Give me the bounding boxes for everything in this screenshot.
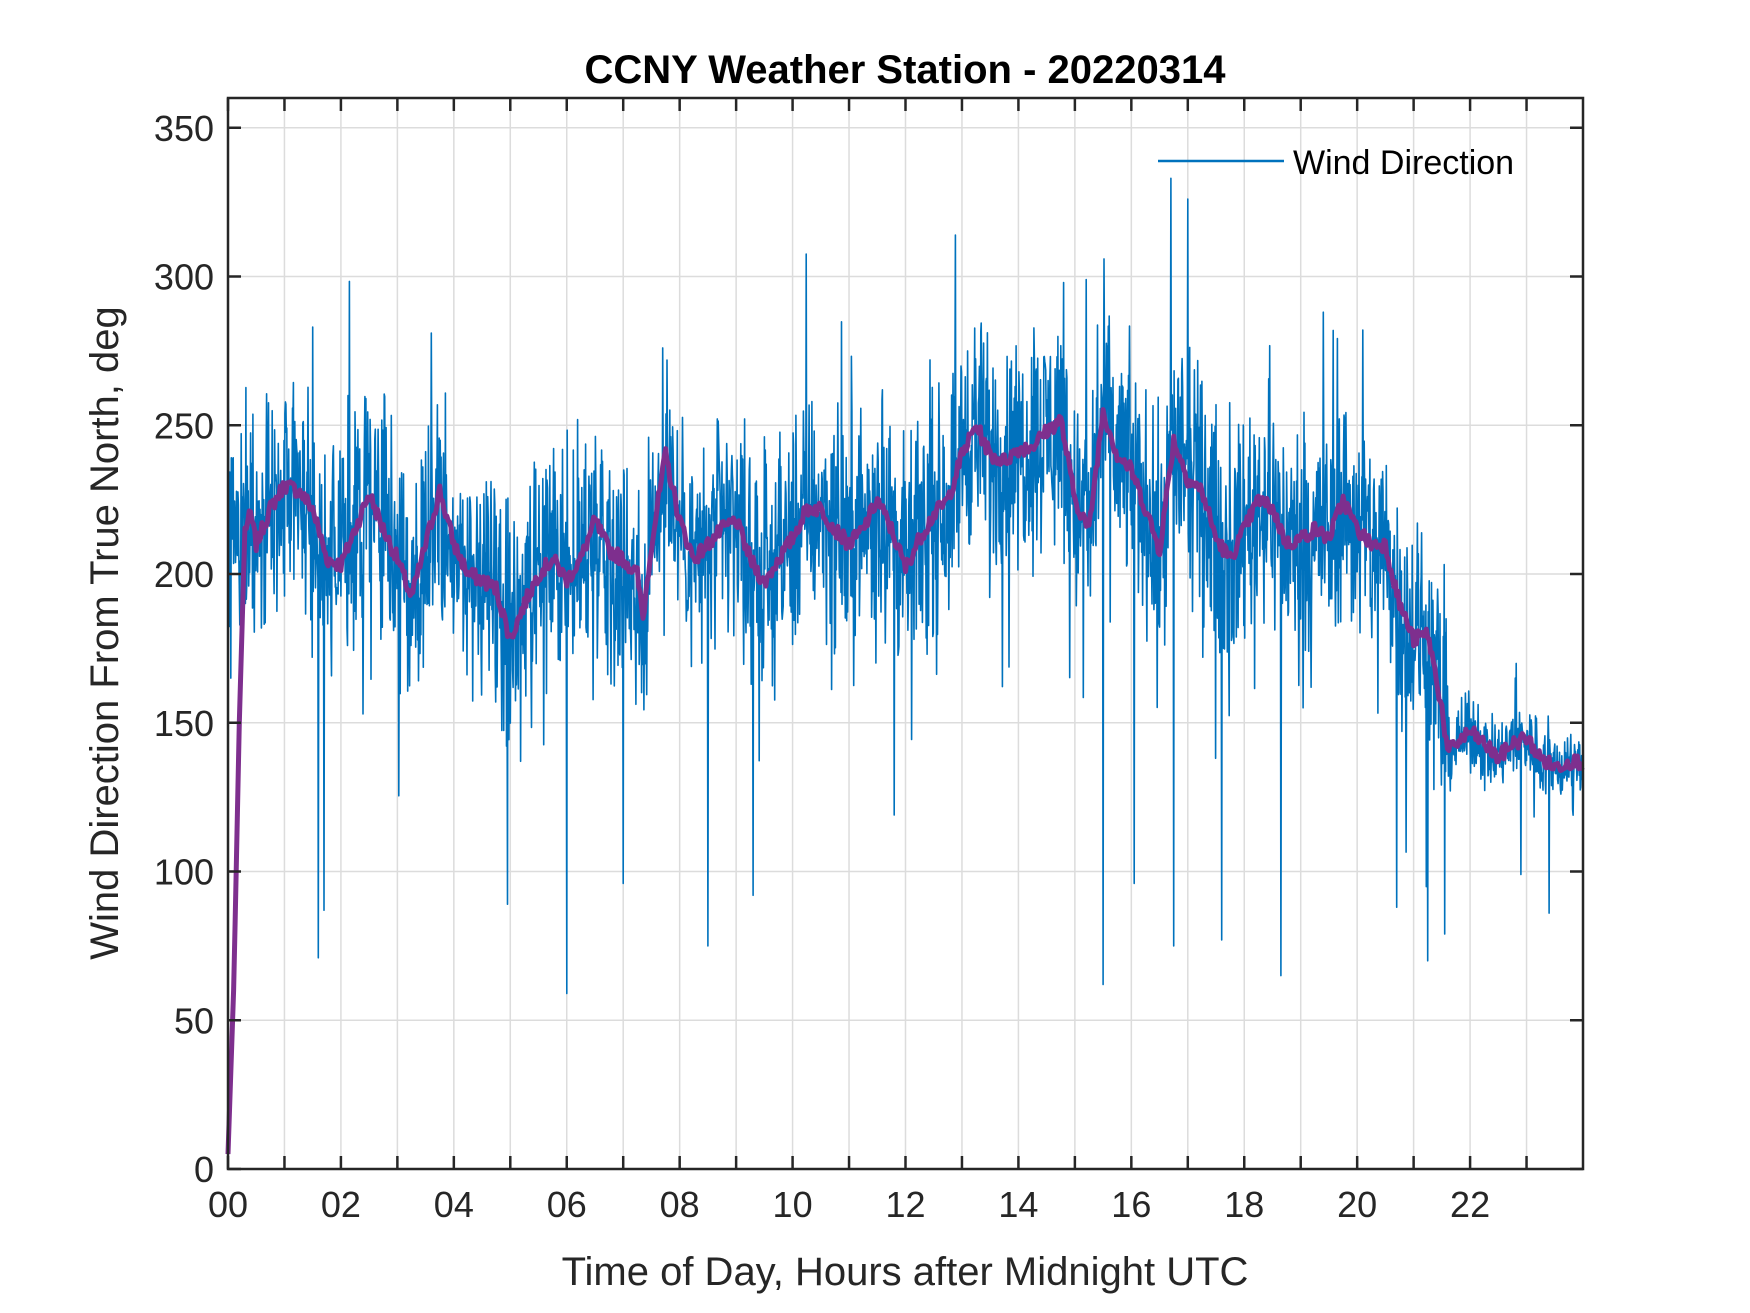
raw-series-wind-direction [227,177,1584,995]
x-tick-label: 18 [1224,1184,1264,1225]
legend-label-wind-direction: Wind Direction [1293,144,1514,182]
y-tick-label: 200 [154,554,214,595]
axes-box [226,96,1585,1171]
y-tick-label: 350 [154,108,214,149]
smoothed-series [225,407,1585,1155]
y-tick-label: 100 [154,852,214,893]
series-line-wind-direction [227,177,1584,995]
x-axis-label: Time of Day, Hours after Midnight UTC [562,1250,1249,1294]
y-axis-label: Wind Direction From True North, deg [83,306,127,960]
y-tick-label: 0 [194,1149,214,1190]
legend: Wind Direction [1158,144,1514,182]
axis-ticks [226,98,1583,1171]
x-tick-label: 10 [773,1184,813,1225]
x-tick-label: 14 [998,1184,1038,1225]
x-tick-label: 12 [885,1184,925,1225]
y-tick-label: 50 [174,1000,214,1041]
series-line-smoothed [225,407,1585,1155]
x-tick-labels: 00 02 04 06 08 10 12 14 16 18 20 22 [208,1184,1490,1225]
y-tick-label: 250 [154,405,214,446]
x-tick-label: 06 [547,1184,587,1225]
x-tick-label: 20 [1337,1184,1377,1225]
chart-title: CCNY Weather Station - 20220314 [585,48,1227,92]
x-tick-label: 04 [434,1184,474,1225]
x-tick-label: 08 [660,1184,700,1225]
x-tick-label: 00 [208,1184,248,1225]
x-tick-label: 02 [321,1184,361,1225]
y-tick-label: 300 [154,257,214,298]
x-tick-label: 22 [1450,1184,1490,1225]
plot-area [225,96,1585,1171]
y-tick-label: 150 [154,703,214,744]
x-tick-label: 16 [1111,1184,1151,1225]
y-tick-labels: 0 50 100 150 200 250 300 350 [154,108,214,1190]
